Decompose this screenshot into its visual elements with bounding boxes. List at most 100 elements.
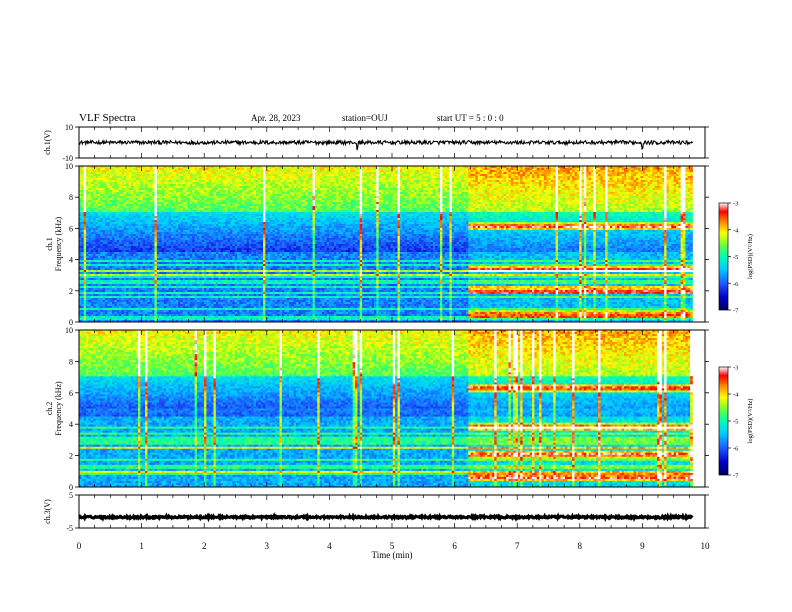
ch1s-cell: [126, 282, 129, 285]
ch1s-cell: [199, 266, 203, 269]
ch1s-cell: [222, 242, 226, 245]
ch1s-cell: [152, 242, 155, 245]
ch1s-cell: [175, 286, 179, 289]
ch1s-cell: [95, 216, 99, 219]
ch1s-cell: [201, 274, 205, 277]
ch1s-cell: [173, 316, 177, 319]
ch1s-cell: [112, 168, 115, 171]
ch1s-cell: [83, 208, 87, 211]
ch1s-cell: [145, 290, 148, 293]
ch1s-cell: [81, 204, 85, 207]
ch1s-cell: [187, 264, 191, 267]
ch1s-cell: [116, 212, 120, 215]
ch1s-cell: [95, 206, 99, 209]
ch1s-cell: [161, 242, 165, 245]
ch1s-cell: [83, 180, 87, 183]
ch1s-cell: [222, 178, 226, 181]
ch1s-cell: [140, 176, 144, 179]
ch1s-cell: [112, 280, 115, 283]
ch1s-cell: [147, 320, 151, 323]
ch1s-cell: [135, 294, 139, 297]
ch1s-cell: [206, 186, 210, 189]
ch1s-cell: [156, 240, 160, 243]
ch1s-cell: [194, 298, 198, 301]
ch1s-cell: [204, 230, 207, 233]
ch1s-cell: [95, 234, 99, 237]
ch1s-cell: [128, 258, 132, 261]
ch1s-cell: [218, 236, 221, 239]
ch1s-cell: [161, 254, 165, 257]
ch1s-cell: [81, 240, 85, 243]
ch1s-cell: [194, 250, 198, 253]
ch1s-cell: [128, 298, 132, 301]
ch1s-cell: [182, 234, 186, 237]
ch1s-cell: [137, 218, 141, 221]
ch1s-cell: [130, 222, 134, 225]
ch1s-cell: [128, 206, 132, 209]
ch1s-cell: [104, 170, 108, 173]
ch1s-cell: [152, 200, 155, 203]
ch1s-cell: [97, 202, 101, 205]
ch1s-cell: [121, 276, 125, 279]
ch1s-cell: [95, 314, 99, 317]
ch1s-cell: [93, 314, 96, 317]
ch1s-cell: [83, 260, 87, 263]
ch1s-cell: [156, 190, 160, 193]
ch1s-cell: [137, 294, 141, 297]
ch1s-cell: [222, 304, 226, 307]
ch1s-cell: [130, 168, 134, 171]
ch1s-cell: [147, 306, 151, 309]
ch1s-cell: [187, 218, 191, 221]
ch1s-cell: [206, 172, 210, 175]
ch1s-cell: [175, 316, 179, 319]
ch1s-cell: [104, 200, 108, 203]
ch1s-cell: [168, 268, 172, 271]
ch1s-cell: [107, 300, 111, 303]
ch1s-cell: [180, 166, 184, 169]
ch1s-cell: [97, 248, 101, 251]
ch1s-cell: [171, 258, 174, 261]
ch1s-cell: [168, 184, 172, 187]
ch1s-cell: [109, 276, 113, 279]
ch1s-cell: [192, 200, 195, 203]
ch1s-cell: [154, 204, 158, 207]
ch1s-cell: [206, 188, 210, 191]
ch1s-cell: [163, 270, 167, 273]
ch1s-cell: [225, 278, 228, 281]
ch1s-cell: [104, 248, 108, 251]
ch1s-cell: [154, 256, 158, 259]
ch1s-cell: [93, 304, 96, 307]
ch1s-cell: [149, 246, 153, 249]
ch1s-cell: [215, 260, 219, 263]
ch1s-cell: [93, 276, 96, 279]
ch1s-cell: [83, 174, 87, 177]
ch1s-cell: [107, 306, 111, 309]
ch1s-cell: [218, 240, 221, 243]
ch1s-cell: [213, 214, 217, 217]
ch1s-cell: [93, 216, 96, 219]
ch1s-cell: [130, 302, 134, 305]
ch1s-cell: [213, 184, 217, 187]
ch1s-cell: [88, 170, 92, 173]
ch1s-cell: [213, 266, 217, 269]
ch1s-cell: [213, 226, 217, 229]
ch1s-cell: [100, 266, 103, 269]
ch1s-cell: [185, 192, 188, 195]
ch1s-cell: [154, 226, 158, 229]
ch1s-cell: [145, 320, 148, 323]
ch1s-cell: [90, 186, 94, 189]
ch1s-cell: [152, 206, 155, 209]
ch1s-cell: [154, 222, 158, 225]
ch1s-cell: [100, 310, 103, 313]
ch1s-cell: [180, 230, 184, 233]
ch1s-cell: [178, 302, 181, 305]
ch1s-cell: [225, 202, 228, 205]
ch1s-cell: [133, 194, 136, 197]
ch1s-cell: [218, 214, 221, 217]
ch1s-cell: [199, 172, 203, 175]
ch1s-cell: [152, 256, 155, 259]
ch1s-cell: [178, 310, 181, 313]
ch1s-cell: [154, 302, 158, 305]
ch1s-cell: [123, 182, 127, 185]
ch1s-cell: [175, 230, 179, 233]
